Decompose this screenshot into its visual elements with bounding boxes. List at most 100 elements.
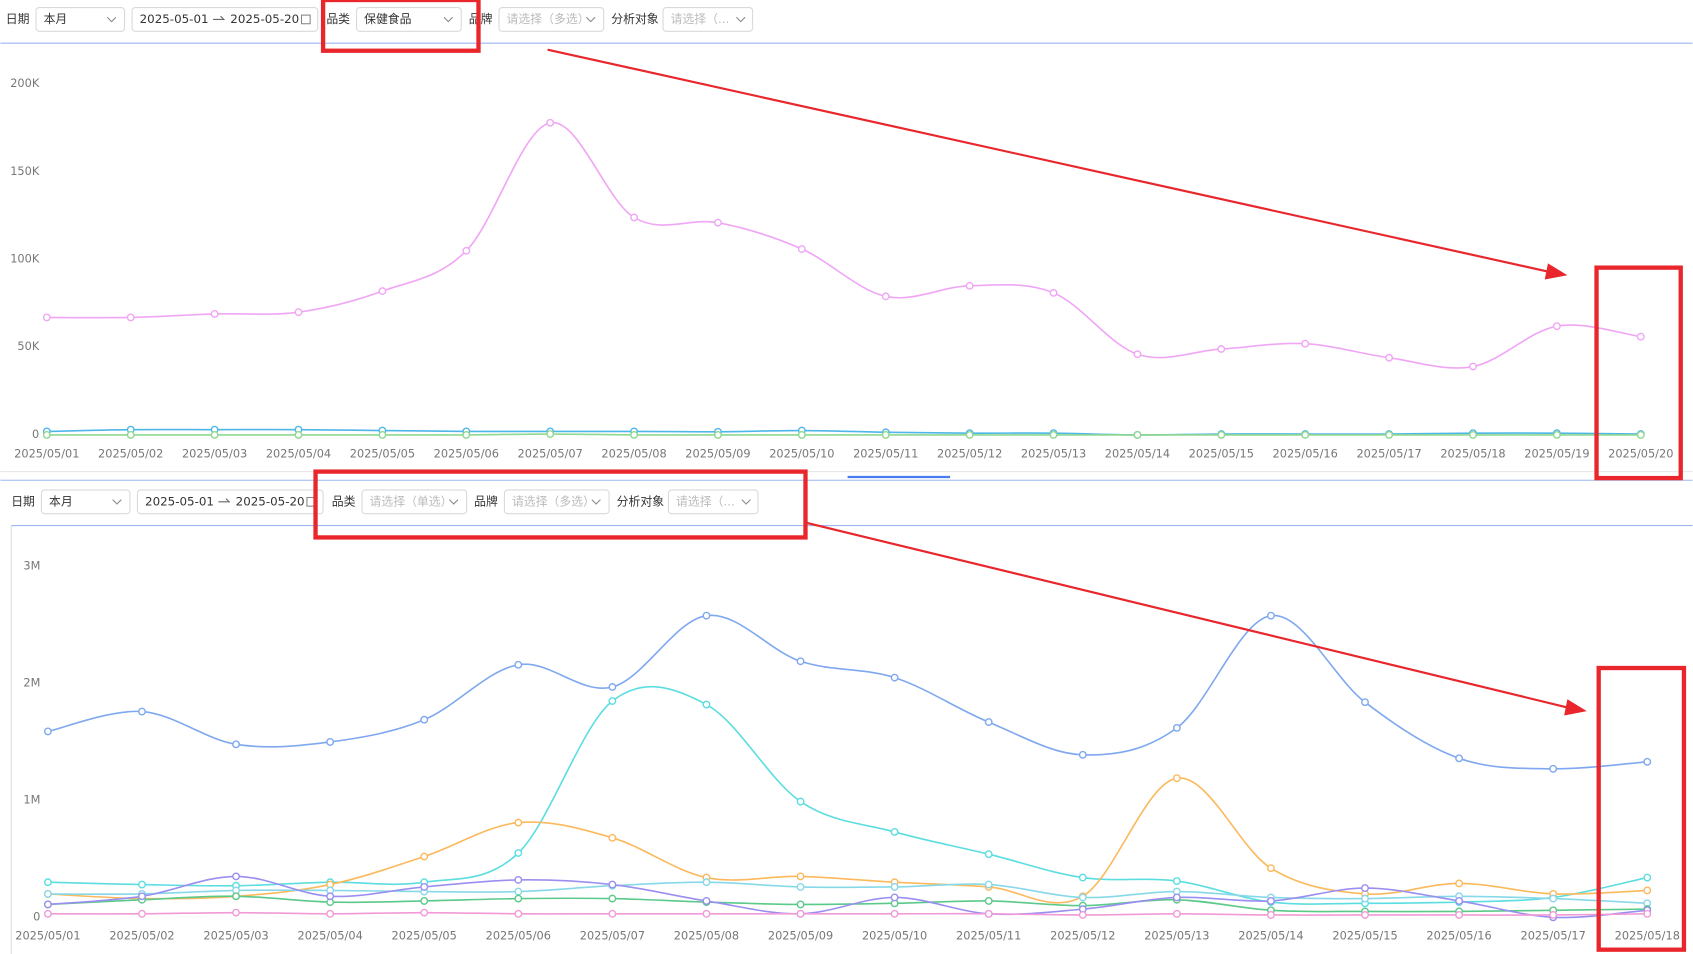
select-box[interactable] <box>667 489 759 515</box>
x-tick-label: 2025/05/08 <box>674 929 739 943</box>
date-end: 2025-05-20 <box>236 494 305 508</box>
placeholder: 请选择（... <box>671 12 730 26</box>
point <box>514 909 523 918</box>
label: 品牌 <box>474 494 498 508</box>
x-tick-label: 2025/05/06 <box>486 929 551 943</box>
point <box>608 880 617 889</box>
point <box>138 892 146 901</box>
series-line <box>46 428 1641 436</box>
x-tick-label: 2025/05/20 <box>1608 446 1673 460</box>
series-line <box>47 614 1648 770</box>
x-tick-label: 2025/05/08 <box>601 446 666 460</box>
arrow <box>547 48 1555 275</box>
select-box[interactable] <box>356 7 462 32</box>
point <box>1469 362 1477 371</box>
label: 分析对象 <box>611 12 659 26</box>
point <box>514 818 523 827</box>
point <box>1552 430 1561 439</box>
point <box>326 738 335 746</box>
select-box[interactable] <box>40 489 131 515</box>
x-tick-label: 2025/05/03 <box>203 929 268 943</box>
point <box>1552 322 1561 331</box>
select-box[interactable] <box>131 7 319 32</box>
point <box>232 908 241 917</box>
range-arrow <box>213 15 226 20</box>
select-box[interactable] <box>136 489 324 515</box>
x-tick-label: 2025/05/14 <box>1105 446 1170 460</box>
select-box[interactable] <box>503 489 610 515</box>
point <box>420 897 429 905</box>
point <box>378 287 387 296</box>
x-tick-label: 2025/05/18 <box>1440 446 1505 460</box>
point <box>1549 911 1558 919</box>
point <box>514 875 523 884</box>
point <box>514 660 523 669</box>
x-tick-label: 2025/05/17 <box>1521 929 1586 943</box>
placeholder: 请选择（多选） <box>512 494 595 508</box>
point <box>890 882 899 891</box>
y-tick-label: 0 <box>33 909 40 923</box>
y-tick-label: 2M <box>23 675 40 689</box>
x-tick-label: 2025/05/17 <box>1356 446 1421 460</box>
y-tick-label: 50K <box>17 339 39 353</box>
point <box>1455 879 1464 888</box>
select-box[interactable] <box>361 489 468 515</box>
select-box[interactable] <box>498 7 605 32</box>
y-tick-label: 150K <box>10 164 40 178</box>
x-tick-label: 2025/05/04 <box>266 446 331 460</box>
x-tick-label: 2025/05/07 <box>518 446 583 460</box>
highlight-box <box>320 0 481 53</box>
x-tick-label: 2025/05/16 <box>1426 929 1491 943</box>
point <box>1636 430 1645 439</box>
point <box>326 909 335 918</box>
y-tick-label: 0 <box>32 427 39 441</box>
placeholder: 请选择（多选） <box>507 12 590 26</box>
label: 日期 <box>11 494 35 508</box>
arrow-head <box>1544 263 1587 716</box>
x-tick-label: 2025/05/18 <box>1615 929 1680 943</box>
x-tick-label: 2025/05/07 <box>580 929 645 943</box>
chevron <box>448 499 459 505</box>
point <box>608 833 617 842</box>
select-box[interactable] <box>35 7 126 32</box>
series-line <box>46 121 1641 369</box>
y-tick-label: 100K <box>10 252 40 266</box>
x-tick-label: 2025/05/10 <box>862 929 927 943</box>
point <box>984 850 993 859</box>
select-box[interactable] <box>662 7 754 32</box>
select-value: 本月 <box>49 494 73 508</box>
x-tick-label: 2025/05/11 <box>853 446 918 460</box>
point <box>702 700 711 709</box>
chevron <box>591 499 601 505</box>
point <box>1133 350 1142 359</box>
point <box>797 430 806 439</box>
label: 品类 <box>326 12 350 26</box>
point <box>138 707 146 716</box>
point <box>1217 430 1226 439</box>
x-tick-label: 2025/05/15 <box>1332 929 1397 943</box>
point <box>630 213 639 222</box>
calendar-icon <box>300 14 311 25</box>
label: 品牌 <box>469 12 493 26</box>
point <box>1172 877 1181 886</box>
point <box>797 245 806 253</box>
point <box>1172 909 1181 918</box>
point <box>1643 909 1652 918</box>
select-value: 保健食品 <box>364 12 411 26</box>
x-tick-label: 2025/05/01 <box>15 929 80 943</box>
chevron <box>106 16 117 23</box>
point <box>546 118 555 127</box>
point <box>1455 911 1464 919</box>
x-tick-label: 2025/05/09 <box>685 446 750 460</box>
point <box>42 313 51 322</box>
point <box>420 908 429 917</box>
point <box>514 894 523 903</box>
point <box>210 309 219 318</box>
point <box>1455 897 1464 905</box>
series-line <box>47 911 1648 916</box>
point <box>796 900 805 909</box>
point <box>1172 774 1181 783</box>
x-tick-label: 2025/05/14 <box>1238 929 1303 943</box>
point <box>1266 864 1275 873</box>
